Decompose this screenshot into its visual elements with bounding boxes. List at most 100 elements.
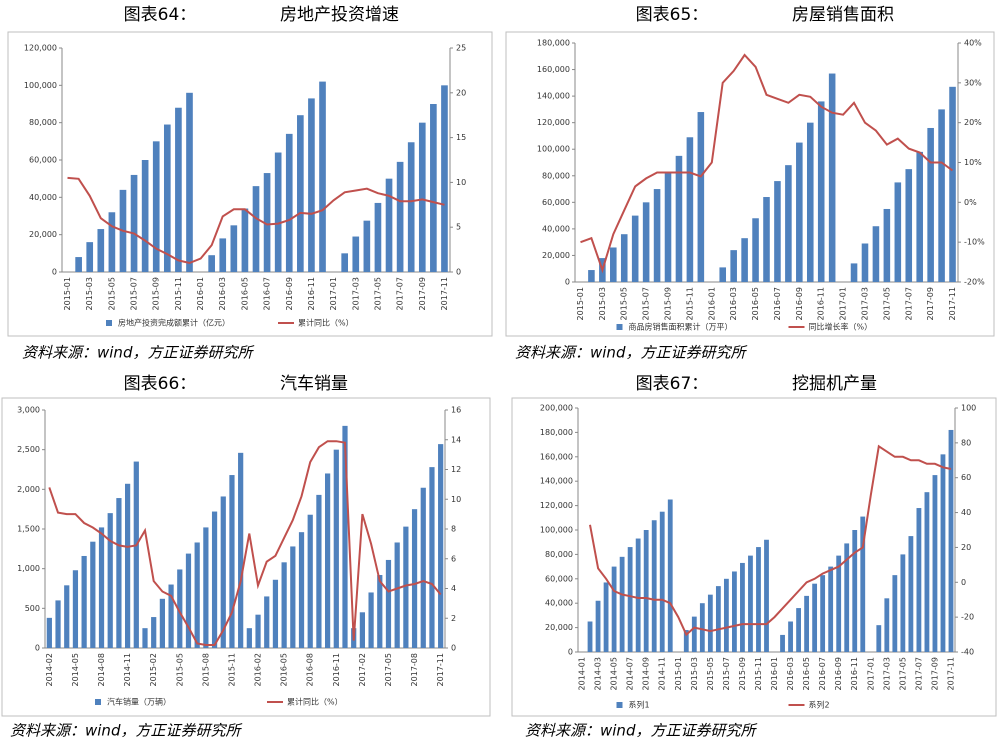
- y2-tick-label: -20: [961, 613, 974, 622]
- x-tick-label: 2014-05: [610, 657, 619, 690]
- bar: [394, 542, 400, 648]
- bar: [691, 616, 697, 652]
- x-tick-label: 2017-11: [948, 287, 957, 320]
- bar: [298, 532, 305, 648]
- bar: [804, 595, 810, 652]
- bar: [884, 598, 890, 652]
- bar: [850, 263, 858, 282]
- y-tick-label: 200,000: [540, 404, 573, 413]
- x-tick-label: 2014-03: [594, 657, 603, 690]
- chart-label: 图表66：: [124, 374, 197, 394]
- chart-label: 图表67：: [636, 374, 709, 394]
- bar: [316, 494, 322, 648]
- bar: [255, 614, 261, 648]
- bar: [686, 137, 694, 282]
- bar: [159, 598, 165, 648]
- bar: [642, 202, 650, 282]
- y-tick-label: 1,000: [17, 564, 40, 573]
- bar: [697, 112, 705, 283]
- bar: [98, 527, 105, 648]
- bar: [108, 212, 116, 272]
- x-tick-label: 2014-11: [123, 653, 132, 686]
- y-tick-label: 100,000: [24, 81, 57, 90]
- chart-title: 房地产投资增速: [280, 5, 399, 25]
- x-tick-label: 2015-11: [227, 653, 236, 686]
- x-tick-label: 2015-09: [738, 657, 747, 690]
- y2-tick-label: 5: [456, 223, 461, 232]
- y-tick-label: 40,000: [542, 224, 570, 233]
- y2-tick-label: 80: [961, 438, 971, 447]
- x-tick-label: 2016-01: [707, 287, 716, 320]
- y-tick-label: 20,000: [29, 230, 57, 239]
- bar: [715, 586, 721, 652]
- bar: [90, 541, 96, 648]
- chart-title: 汽车销量: [280, 374, 348, 394]
- legend-label: 累计同比（%）: [298, 318, 354, 328]
- bar: [418, 122, 426, 273]
- bar: [185, 553, 192, 648]
- y2-tick-label: 20: [961, 543, 971, 552]
- bar: [774, 181, 781, 282]
- x-tick-label: 2017-09: [930, 657, 939, 690]
- y2-tick-label: -20%: [964, 278, 985, 287]
- x-tick-label: 2017-07: [396, 277, 405, 310]
- bar: [385, 559, 392, 648]
- x-tick-label: 2017-05: [882, 287, 891, 320]
- bar: [133, 461, 139, 648]
- bar: [325, 473, 331, 648]
- x-tick-label: 2016-11: [817, 287, 826, 320]
- x-tick-label: 2017-03: [860, 287, 869, 320]
- bar: [844, 543, 850, 652]
- bar: [908, 536, 914, 652]
- line: [589, 444, 952, 637]
- y2-tick-label: 10: [451, 495, 461, 504]
- x-tick-label: 2014-01: [578, 657, 587, 690]
- y-tick-label: 2,500: [17, 445, 40, 454]
- bar: [151, 617, 157, 648]
- bar: [46, 617, 52, 648]
- bar: [817, 101, 825, 282]
- y-tick-label: 160,000: [540, 452, 573, 461]
- bar: [763, 197, 770, 282]
- y2-tick-label: 60: [961, 473, 971, 482]
- y2-tick-label: 4: [451, 584, 456, 593]
- bar: [319, 81, 326, 272]
- x-tick-label: 2015-07: [642, 287, 651, 320]
- y2-tick-label: 0: [961, 578, 966, 587]
- bar: [683, 630, 689, 652]
- bar: [438, 444, 444, 648]
- bar: [595, 600, 601, 652]
- x-tick-label: 2015-01: [63, 277, 72, 310]
- bar: [860, 516, 866, 652]
- bar: [916, 151, 923, 282]
- bar: [116, 498, 122, 648]
- bar: [125, 483, 131, 648]
- bar: [333, 449, 339, 648]
- x-tick-label: 2014-11: [658, 657, 667, 690]
- x-tick-label: 2017-05: [898, 657, 907, 690]
- bar: [194, 542, 200, 648]
- bar: [852, 530, 858, 652]
- y2-tick-label: 16: [451, 406, 461, 415]
- bar: [916, 508, 922, 652]
- source-note: 资料来源：wind，方正证券研究所: [22, 344, 254, 362]
- bar: [429, 467, 435, 648]
- x-tick-label: 2016-03: [729, 287, 738, 320]
- bar: [664, 173, 672, 282]
- bar: [307, 514, 313, 648]
- x-tick-label: 2017-09: [926, 287, 935, 320]
- y2-tick-label: 10%: [964, 158, 982, 167]
- x-tick-label: 2014-02: [45, 653, 54, 686]
- bar: [229, 475, 235, 648]
- bar: [374, 202, 382, 272]
- bar: [740, 562, 745, 652]
- y-tick-label: 40,000: [29, 193, 57, 202]
- bar: [836, 555, 842, 652]
- x-tick-label: 2015-03: [85, 277, 94, 310]
- bar: [820, 575, 826, 652]
- y-tick-label: 60,000: [545, 574, 573, 583]
- bar: [407, 142, 415, 272]
- bar: [940, 454, 946, 652]
- bar: [107, 513, 113, 648]
- bar: [603, 582, 609, 652]
